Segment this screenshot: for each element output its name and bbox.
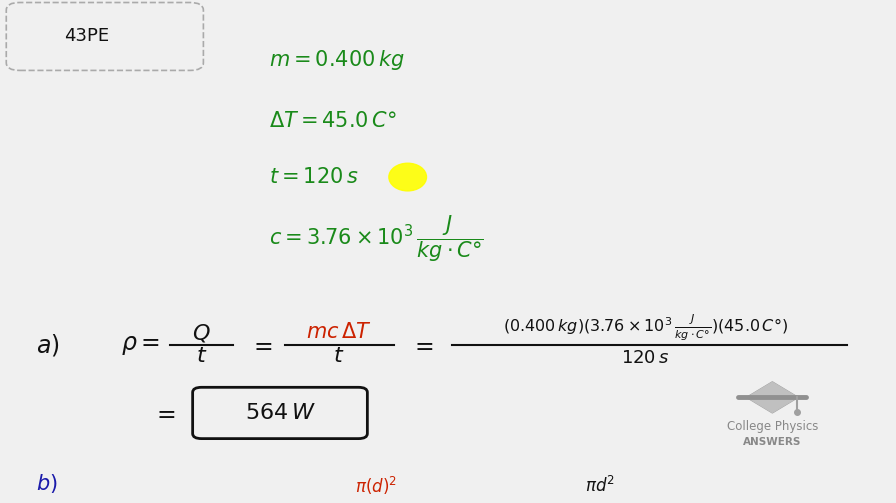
Text: $\pi d^2$: $\pi d^2$ xyxy=(585,476,616,496)
Text: $Q$: $Q$ xyxy=(193,322,211,344)
Text: College Physics: College Physics xyxy=(727,420,818,433)
Text: $120\,s$: $120\,s$ xyxy=(621,349,669,367)
Text: $t = 120\,s$: $t = 120\,s$ xyxy=(269,167,358,187)
Text: ANSWERS: ANSWERS xyxy=(743,437,802,447)
Text: $a)$: $a)$ xyxy=(36,331,59,358)
Text: $(0.400\,kg)(3.76\times10^3\,\frac{J}{kg\cdot C°})(45.0\,C°)$: $(0.400\,kg)(3.76\times10^3\,\frac{J}{kg… xyxy=(503,313,788,343)
Text: $=$: $=$ xyxy=(410,332,435,357)
Text: $\pi (d)^2$: $\pi (d)^2$ xyxy=(356,475,397,497)
Text: $c = 3.76 \times 10^3\,\dfrac{J}{kg \cdot C°}$: $c = 3.76 \times 10^3\,\dfrac{J}{kg \cdo… xyxy=(269,214,484,264)
Ellipse shape xyxy=(389,163,426,191)
Text: $b)$: $b)$ xyxy=(36,472,57,495)
Text: $564\,W$: $564\,W$ xyxy=(246,403,315,423)
Text: $=$: $=$ xyxy=(249,332,273,357)
Text: $\Delta T = 45.0\,C°$: $\Delta T = 45.0\,C°$ xyxy=(269,111,396,131)
Text: $t$: $t$ xyxy=(196,346,207,366)
FancyBboxPatch shape xyxy=(6,3,203,70)
FancyBboxPatch shape xyxy=(193,387,367,439)
Text: $=$: $=$ xyxy=(152,401,177,426)
Text: 43PE: 43PE xyxy=(65,27,109,45)
Text: $m = 0.400\,kg$: $m = 0.400\,kg$ xyxy=(269,48,404,72)
Text: $t$: $t$ xyxy=(333,346,344,366)
Text: $mc\,\Delta T$: $mc\,\Delta T$ xyxy=(306,322,372,342)
Polygon shape xyxy=(747,382,797,412)
Text: $\rho =$: $\rho =$ xyxy=(121,332,159,357)
